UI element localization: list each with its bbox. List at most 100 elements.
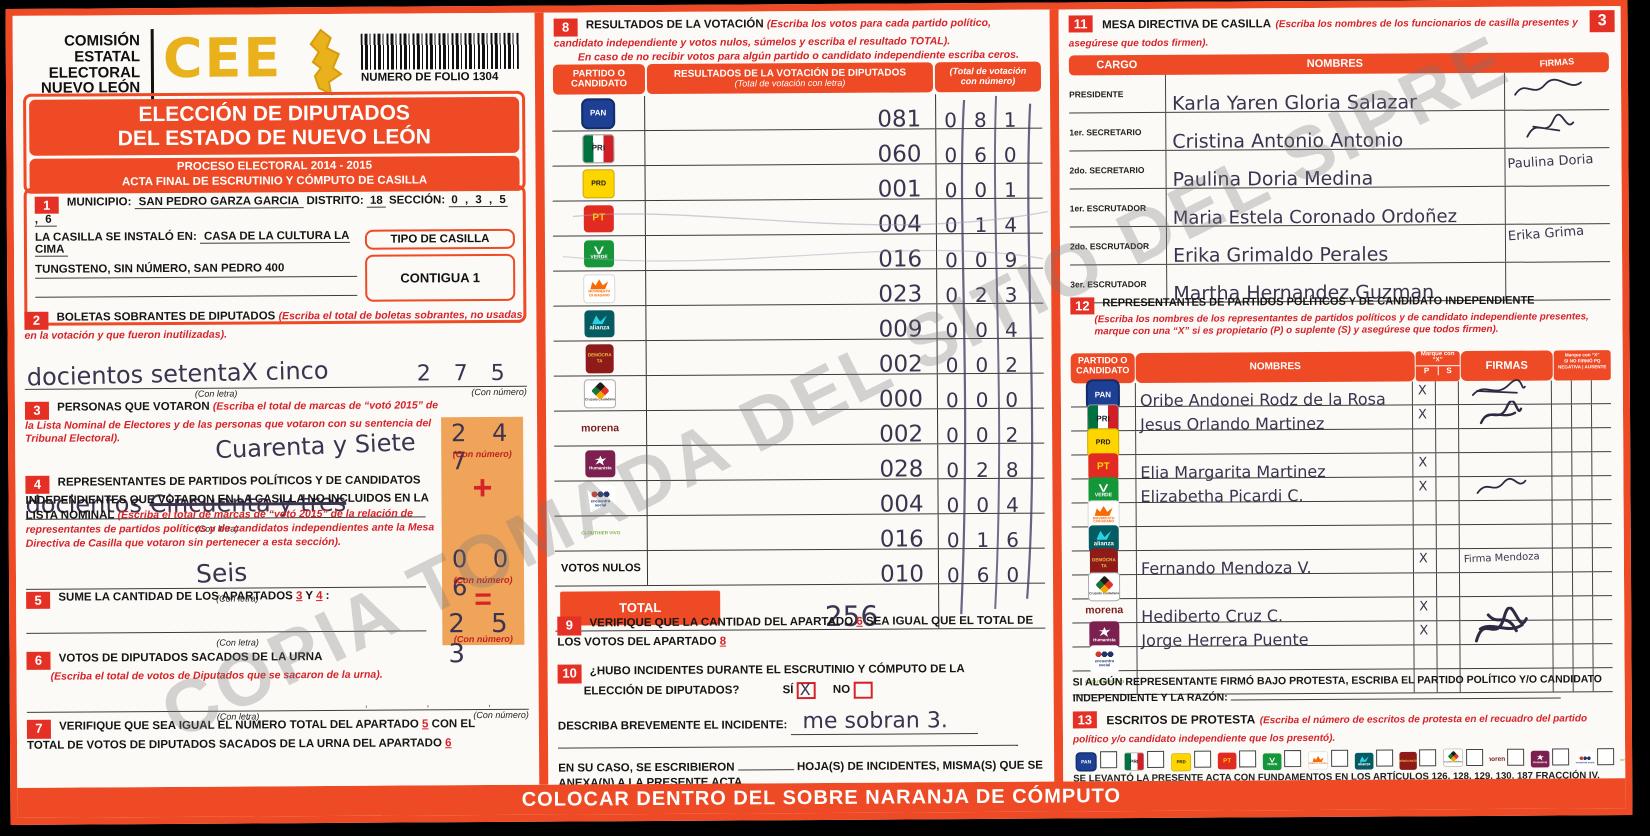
section-9-title: VERIFIQUE QUE LA CANTIDAD DEL APARTADO [589, 615, 857, 630]
col-s: S [1446, 366, 1452, 376]
verde-logo: VERDE [1262, 753, 1282, 771]
nuevo-leon-map-icon [309, 28, 343, 96]
morena-logo: morena [1489, 755, 1506, 763]
col-resultados-sub: (Total de votación con letra) [734, 77, 846, 89]
election-title-line2: DEL ESTADO DE NUEVO LEÓN [117, 125, 431, 151]
section-2-boletas: 2 BOLETAS SOBRANTES DE DIPUTADOS (Escrib… [24, 309, 527, 400]
acta-document: COMISIÓN ESTATAL ELECTORAL NUEVO LEÓN CE… [5, 0, 1633, 825]
mesa-row-2do-secretario: 2do. SECRETARIO Paulina Doria Medina Pau… [1069, 148, 1610, 191]
propietario-x: X [1417, 407, 1427, 423]
cargo-label: 3er. ESCRUTADOR [1070, 278, 1147, 289]
mesa-row-1er-secretario: 1er. SECRETARIO Cristina Antonio Antonio [1069, 110, 1610, 153]
page-number-badge: 3 [1589, 10, 1615, 33]
result-row-alianza: alianza 009 004 [553, 303, 1044, 343]
tipo-casilla-value: CONTIGUA 1 [365, 253, 516, 302]
apartado-8-ref: 8 [719, 635, 727, 648]
section-10-question1: ¿HUBO INCIDENTES DURANTE EL ESCRUTINIO Y… [589, 663, 965, 678]
col-numero-line2: con número) [960, 75, 1016, 87]
humanista-logo: Humanista [1530, 750, 1550, 768]
propietario-x: X [1417, 383, 1427, 399]
section-5-title-end: : [322, 589, 330, 603]
cargo-label: 2do. ESCRUTADOR [1069, 240, 1150, 251]
movimiento-ciudadano-logo: MOVIMIENTO CIUDADANO [1308, 751, 1329, 770]
hojas-blank [737, 759, 794, 771]
no-checkbox [853, 681, 873, 699]
result-row-morena: morena 002 002 [553, 408, 1045, 448]
title-frame: ELECCIÓN DE DIPUTADOS DEL ESTADO DE NUEV… [23, 90, 526, 194]
col-marque: Marque con “X” [1420, 351, 1455, 364]
escritos-box-democrata [1419, 749, 1437, 767]
propietario-x: X [1419, 623, 1429, 639]
signature-text: Firma Mendoza [1463, 551, 1540, 566]
signature-text: Erika Grima [1507, 223, 1585, 245]
section-6-title: VOTOS DE DIPUTADOS SACADOS DE LA URNA [58, 651, 323, 665]
con-numero-label: (Con número) [471, 387, 527, 398]
section-12-instructions: (Escriba los nombres de los representant… [1094, 311, 1589, 338]
cargo-label: 1er. ESCRUTADOR [1069, 202, 1147, 213]
escritos-box-pri [1147, 751, 1165, 769]
section-7-badge: 7 [26, 719, 51, 739]
pan-logo: PAN [1075, 752, 1097, 772]
right-column: 3 11 MESA DIRECTIVA DE CASILLA (Escriba … [1058, 6, 1626, 782]
distrito-label: DISTRITO: [306, 194, 364, 208]
municipio-label: MUNICIPIO: [66, 196, 132, 209]
agency-name-line: COMISIÓN [64, 32, 140, 50]
section-8-header: 8 RESULTADOS DE LA VOTACIÓN (Escriba los… [553, 16, 1040, 65]
direccion-blank-line [35, 276, 358, 298]
results-table-body: PAN 081 081 PRI 060 060 PRD 001 001 PT 004 014 V… [552, 93, 1046, 633]
verde-logo: VERDE [583, 239, 615, 267]
sum-highlight-strip: 2 4 7 (Con número) + 0 0 6 (Con número) … [441, 416, 525, 669]
rep-row-encuentro: encuentro social [1072, 644, 1613, 673]
col-firmas: FIRMAS [1460, 350, 1553, 382]
signature [1472, 379, 1526, 396]
col-tiny3: NEGATIVA | AUSENTE [1557, 364, 1607, 370]
pan-logo: PAN [581, 97, 616, 129]
pri-logo: PRI [1124, 752, 1145, 772]
section-9-badge: 9 [557, 616, 582, 636]
agency-header: COMISIÓN ESTATAL ELECTORAL NUEVO LEÓN CE… [23, 19, 526, 118]
section-5-title-mid: Y [302, 590, 317, 603]
incident-desc-label: DESCRIBA BREVEMENTE EL INCIDENTE: [557, 719, 788, 733]
candidato-independiente-logo: CLOUTHIER VIVO [1620, 758, 1626, 762]
hojas-note2: HOJA(S) DE INCIDENTES, MISMA(S) QUE SE [796, 759, 1043, 774]
con-numero-label: (Con número) [452, 448, 512, 460]
s6-digit-ticks: , , , [364, 697, 519, 710]
result-row-verde: VERDE 016 009 [552, 233, 1044, 273]
section-10-badge: 10 [557, 664, 582, 684]
protesta-text2: INDEPENDIENTE Y LA RAZÓN: [1072, 691, 1228, 705]
section-7-title: VERIFIQUE QUE SEA IGUAL EL NÚMERO TOTAL … [59, 718, 423, 733]
col-nombres: NOMBRES [1135, 351, 1415, 384]
con-letra-label: (Con letra) [194, 388, 238, 400]
section-11-badge: 11 [1068, 15, 1093, 33]
section-3-badge: 3 [24, 401, 50, 420]
section-3-title: PERSONAS QUE VOTARON [57, 400, 210, 414]
section-13-title: ESCRITOS DE PROTESTA [1106, 712, 1256, 728]
cargo-label: 2do. SECRETARIO [1069, 164, 1145, 175]
nueva-alianza-logo: alianza [584, 309, 615, 337]
tipo-casilla-label: TIPO DE CASILLA [364, 228, 515, 250]
cruzada-ciudadana-logo: Cruzada Ciudadana [1443, 748, 1464, 767]
mesa-directiva-table: CARGO NOMBRES FIRMAS PRESIDENTE Karla Ya… [1068, 52, 1611, 305]
result-row-cruzada: Cruzada Ciudadana 000 000 [553, 373, 1044, 413]
con-letra-label: (Con letra) [216, 637, 259, 648]
propietario-x: X [1418, 551, 1428, 567]
col-firmas: FIRMAS [1539, 56, 1575, 69]
propietario-x: X [1419, 599, 1429, 615]
pri-logo: PRI [582, 133, 615, 163]
humanista-logo: Humanista [585, 449, 616, 477]
section-2-title: BOLETAS SOBRANTES DE DIPUTADOS [56, 310, 276, 324]
section-9-verifique: 9 VERIFIQUE QUE LA CANTIDAD DEL APARTADO… [557, 614, 1043, 651]
morena-logo: morena [581, 421, 620, 435]
s2-con-numero-value: 2 7 5 [416, 361, 513, 387]
protesta-blank-line [1230, 687, 1561, 701]
folio-label: NUMERO DE FOLIO 1304 [360, 70, 499, 84]
section-8-badge: 8 [553, 18, 578, 37]
section-13-badge: 13 [1072, 711, 1097, 729]
seccion-label: SECCIÓN: [388, 194, 446, 207]
movimiento-ciudadano-logo: MOVIMIENTO CIUDADANO [583, 273, 616, 303]
barcode [360, 32, 519, 70]
escritos-box-morena [1507, 748, 1525, 766]
section-12-header: 12 REPRESENTANTES DE PARTIDOS POLÍTICOS … [1070, 294, 1608, 339]
col-nombres: NOMBRES [1306, 57, 1364, 71]
result-row-prd: PRD 001 001 [552, 163, 1043, 203]
